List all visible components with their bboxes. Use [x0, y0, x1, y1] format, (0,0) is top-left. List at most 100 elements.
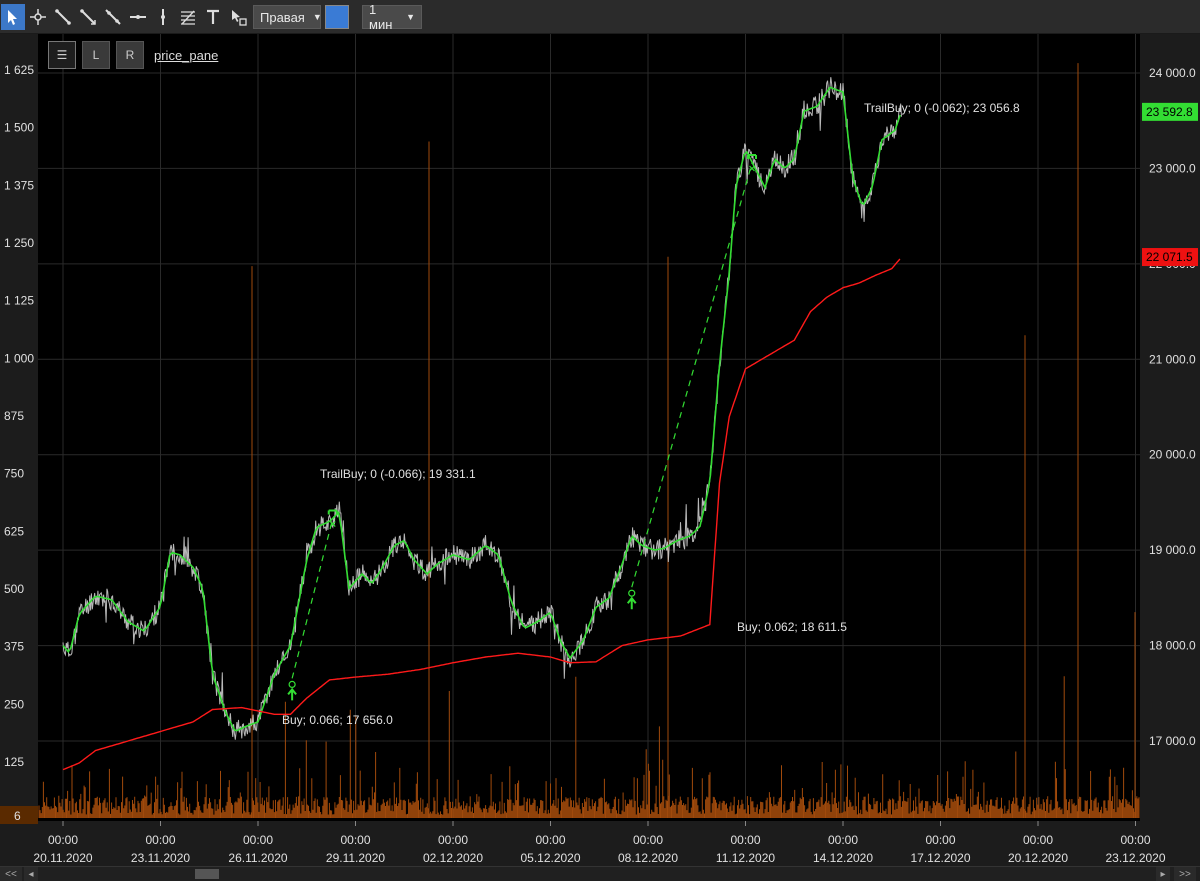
- right-axis-tick-label: 18 000.0: [1149, 639, 1196, 653]
- time-axis-date-label: 11.12.2020: [716, 851, 775, 865]
- crosshair-tool-button[interactable]: [26, 4, 50, 30]
- left-axis-tick-label: 875: [4, 409, 24, 423]
- axis-side-select[interactable]: Правая ▼: [253, 5, 322, 29]
- time-axis-date-label: 20.12.2020: [1008, 851, 1068, 865]
- line-tool-button[interactable]: [51, 4, 75, 30]
- trend-price-label: 22 071.5: [1146, 250, 1193, 264]
- pane-name-link[interactable]: price_pane: [154, 47, 219, 63]
- text-tool-button[interactable]: [201, 4, 225, 30]
- price-chart[interactable]: Buy; 0.066; 17 656.0 TrailBuy; 0 (-0.066)…: [0, 34, 1200, 866]
- right-axis-tick-label: 17 000.0: [1149, 734, 1196, 748]
- delete-drawings-icon: [232, 10, 247, 26]
- time-axis-date-label: 02.12.2020: [423, 851, 483, 865]
- right-axis-tick-label: 19 000.0: [1149, 543, 1196, 557]
- line-tool-icon: [55, 9, 71, 25]
- right-axis-panel: [1140, 34, 1200, 834]
- chart-background: [0, 34, 1200, 866]
- time-axis-time-label: 00:00: [535, 833, 565, 847]
- left-axis-panel: [0, 34, 38, 834]
- trade-connection-line: [631, 162, 753, 588]
- time-axis-date-label: 29.11.2020: [326, 851, 385, 865]
- list-icon: ☰: [56, 48, 68, 62]
- time-axis-time-label: 00:00: [925, 833, 955, 847]
- extended-line-tool-icon: [105, 9, 121, 25]
- trailbuy-marker-icon: [327, 509, 338, 515]
- buy-arrow-icon: [287, 687, 297, 701]
- time-axis-date-label: 23.11.2020: [131, 851, 190, 865]
- time-axis-panel: [0, 821, 1200, 866]
- smoothed-price-line: [62, 86, 901, 732]
- time-axis-time-label: 00:00: [48, 833, 78, 847]
- pane-left-button[interactable]: L: [82, 41, 110, 69]
- time-axis-time-label: 00:00: [730, 833, 760, 847]
- time-axis-time-label: 00:00: [828, 833, 858, 847]
- delete-drawings-button[interactable]: [226, 4, 250, 30]
- chevron-down-icon: ▼: [312, 12, 322, 22]
- time-axis-date-label: 14.12.2020: [813, 851, 873, 865]
- left-axis-tick-label: 125: [4, 755, 24, 769]
- right-axis-tick-label: 20 000.0: [1149, 448, 1196, 462]
- trailbuy-marker-icon: [747, 154, 757, 160]
- buy-marker: [628, 589, 636, 597]
- pane-list-button[interactable]: ☰: [48, 41, 76, 69]
- trade-label: Buy; 0.066; 17 656.0: [282, 713, 393, 727]
- text-tool-icon: [207, 9, 219, 24]
- right-axis-tick-label: 21 000.0: [1149, 352, 1196, 366]
- time-axis-time-label: 00:00: [340, 833, 370, 847]
- pane-right-button[interactable]: R: [116, 41, 144, 69]
- time-axis-date-label: 05.12.2020: [520, 851, 580, 865]
- ray-tool-button[interactable]: [76, 4, 100, 30]
- color-swatch[interactable]: [325, 5, 349, 29]
- scroll-step-right-icon[interactable]: ▸: [1156, 867, 1170, 881]
- exit-marker: [749, 165, 755, 172]
- vertical-line-tool-button[interactable]: [151, 4, 175, 30]
- left-axis-tick-label: 1 500: [4, 121, 34, 135]
- horizontal-scrollbar[interactable]: << ◂ ▸ >>: [0, 866, 1200, 881]
- left-axis-tick-label: 625: [4, 524, 24, 538]
- left-axis-tick-label: 1 375: [4, 178, 34, 192]
- trend-price-box: [1142, 248, 1198, 267]
- horizontal-line-tool-icon: [130, 15, 146, 19]
- horizontal-line-tool-button[interactable]: [126, 4, 150, 30]
- time-axis-time-label: 00:00: [243, 833, 273, 847]
- trade-label: TrailBuy; 0 (-0.062); 23 056.8: [864, 101, 1020, 115]
- fibonacci-tool-button[interactable]: [176, 4, 200, 30]
- ray-tool-icon: [80, 9, 96, 25]
- time-axis-time-label: 00:00: [633, 833, 663, 847]
- scrollbar-thumb[interactable]: [195, 869, 219, 879]
- left-axis-tick-label: 500: [4, 582, 24, 596]
- timeframe-value: 1 мин: [369, 2, 393, 32]
- exit-marker: [329, 521, 336, 527]
- left-axis-tick-label: 250: [4, 697, 24, 711]
- time-axis-time-label: 00:00: [1120, 833, 1150, 847]
- trade-label: Buy; 0.062; 18 611.5: [737, 620, 847, 634]
- last-price-label: 23 592.8: [1146, 105, 1193, 119]
- cursor-tool-button[interactable]: [1, 4, 25, 30]
- time-axis-date-label: 26.11.2020: [228, 851, 287, 865]
- trade-label: TrailBuy; 0 (-0.066); 19 331.1: [320, 467, 476, 481]
- left-axis-current-box: [0, 806, 38, 824]
- price-series-line: [62, 77, 902, 740]
- time-axis-date-label: 20.11.2020: [33, 851, 92, 865]
- vertical-line-tool-icon: [161, 9, 165, 25]
- time-axis-time-label: 00:00: [145, 833, 175, 847]
- left-axis-tick-label: 1 625: [4, 63, 34, 77]
- chart-toolbar: [0, 0, 1200, 34]
- timeframe-select[interactable]: 1 мин ▼: [362, 2, 422, 32]
- scroll-left-icon[interactable]: <<: [0, 867, 22, 881]
- pane-controls: ☰ L R price_pane: [48, 41, 218, 69]
- right-axis-tick-label: 23 000.0: [1149, 161, 1196, 175]
- left-axis-current-label: 6: [14, 809, 21, 823]
- scroll-step-left-icon[interactable]: ◂: [24, 867, 38, 881]
- left-axis-tick-label: 750: [4, 467, 24, 481]
- trade-connection-line: [291, 518, 334, 679]
- buy-marker: [288, 680, 296, 688]
- time-axis-time-label: 00:00: [438, 833, 468, 847]
- last-price-box: [1142, 102, 1198, 121]
- extended-line-tool-button[interactable]: [101, 4, 125, 30]
- chevron-down-icon: ▼: [406, 12, 415, 22]
- left-axis-tick-label: 1 125: [4, 294, 34, 308]
- time-axis-date-label: 17.12.2020: [910, 851, 970, 865]
- scroll-right-icon[interactable]: >>: [1174, 867, 1196, 881]
- trend-line: [62, 258, 901, 771]
